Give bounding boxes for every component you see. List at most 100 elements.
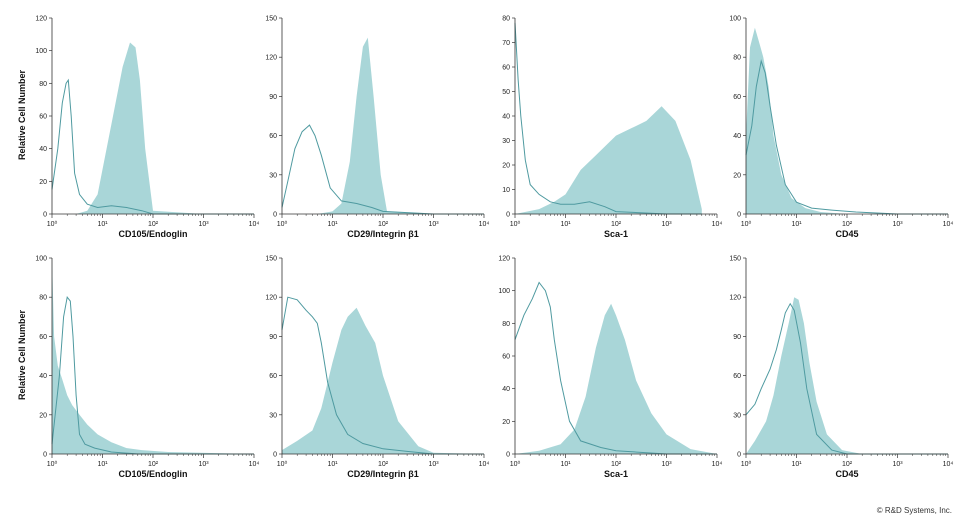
x-tick-label: 10² [148, 461, 159, 468]
y-tick-label: 30 [733, 412, 741, 419]
x-tick-label: 10³ [198, 461, 209, 468]
x-tick-label: 10² [148, 221, 159, 228]
y-tick-label: 0 [43, 212, 47, 219]
x-tick-label: 10⁰ [277, 460, 288, 468]
y-tick-label: 10 [502, 187, 510, 194]
x-tick-label: 10⁴ [479, 221, 490, 228]
y-tick-label: 30 [269, 172, 277, 179]
x-tick-label: 10⁰ [741, 220, 752, 228]
y-tick-label: 90 [269, 334, 277, 341]
sample-histogram-fill [746, 297, 948, 454]
x-tick-label: 10² [842, 461, 853, 468]
y-tick-label: 100 [498, 288, 510, 295]
y-tick-label: 40 [39, 146, 47, 153]
x-tick-label: 10² [378, 221, 389, 228]
control-histogram-line [51, 78, 254, 215]
x-tick-label: 10¹ [560, 221, 571, 228]
y-tick-label: 100 [35, 48, 47, 55]
x-tick-label: 10³ [661, 461, 672, 468]
y-tick-label: 100 [729, 16, 741, 23]
y-tick-label: 60 [502, 354, 510, 361]
x-tick-label: 10¹ [97, 461, 108, 468]
x-tick-label: 10¹ [791, 221, 802, 228]
control-histogram-line [51, 296, 254, 455]
x-axis-label: CD29/Integrin β1 [347, 229, 419, 239]
x-tick-label: 10⁰ [47, 460, 58, 468]
y-tick-label: 30 [502, 138, 510, 145]
y-tick-label: 80 [733, 55, 741, 62]
x-axis-label: CD45 [835, 229, 859, 239]
x-tick-label: 10² [611, 221, 622, 228]
y-tick-label: 60 [269, 133, 277, 140]
sample-histogram-fill [515, 303, 717, 454]
sample-histogram-fill [52, 258, 254, 454]
y-tick-label: 120 [265, 55, 277, 62]
control-histogram-line [514, 22, 702, 215]
y-tick-label: 0 [737, 452, 741, 459]
x-tick-label: 10⁰ [47, 220, 58, 228]
y-tick-label: 60 [39, 114, 47, 121]
y-tick-label: 50 [502, 89, 510, 96]
x-tick-label: 10³ [661, 221, 672, 228]
y-tick-label: 0 [273, 212, 277, 219]
y-tick-label: 60 [733, 373, 741, 380]
y-tick-label: 120 [265, 295, 277, 302]
y-tick-label: 80 [39, 81, 47, 88]
control-histogram-line [745, 302, 948, 455]
x-tick-label: 10¹ [560, 461, 571, 468]
y-tick-label: 120 [498, 256, 510, 263]
control-histogram-line [745, 59, 948, 215]
x-tick-label: 10¹ [97, 221, 108, 228]
y-tick-label: 120 [35, 16, 47, 23]
y-tick-label: 0 [506, 452, 510, 459]
sample-histogram-fill [746, 27, 948, 214]
x-tick-label: 10⁴ [943, 461, 954, 468]
y-tick-label: 80 [39, 295, 47, 302]
x-tick-label: 10⁴ [943, 221, 954, 228]
y-tick-label: 0 [43, 452, 47, 459]
y-tick-label: 20 [39, 412, 47, 419]
x-tick-label: 10⁴ [249, 221, 260, 228]
x-tick-label: 10⁴ [712, 221, 723, 228]
x-axis-label: CD105/Endoglin [118, 469, 188, 479]
y-tick-label: 40 [733, 133, 741, 140]
copyright-notice: © R&D Systems, Inc. [876, 506, 952, 515]
y-tick-label: 60 [502, 65, 510, 72]
x-tick-label: 10¹ [791, 461, 802, 468]
y-tick-label: 120 [729, 295, 741, 302]
x-tick-label: 10¹ [327, 221, 338, 228]
sample-histogram-fill [52, 42, 254, 214]
x-tick-label: 10¹ [327, 461, 338, 468]
x-axis-label: Sca-1 [603, 229, 629, 239]
x-axis-label: Sca-1 [603, 469, 629, 479]
y-tick-label: 60 [39, 334, 47, 341]
x-tick-label: 10⁰ [741, 460, 752, 468]
sample-histogram-fill [282, 307, 484, 454]
y-tick-label: 20 [733, 172, 741, 179]
y-tick-label: 0 [273, 452, 277, 459]
x-tick-label: 10⁰ [510, 220, 521, 228]
y-tick-label: 20 [502, 419, 510, 426]
x-axis-label: CD45 [835, 469, 859, 479]
sample-histogram-fill [515, 106, 702, 214]
control-histogram-line [514, 281, 717, 455]
x-axis-label: CD105/Endoglin [118, 229, 188, 239]
control-histogram-line [281, 296, 484, 455]
x-tick-label: 10⁴ [249, 461, 260, 468]
x-axis-label: CD29/Integrin β1 [347, 469, 419, 479]
x-tick-label: 10⁴ [479, 461, 490, 468]
y-tick-label: 0 [506, 212, 510, 219]
y-tick-label: 70 [502, 40, 510, 47]
y-tick-label: 0 [737, 212, 741, 219]
x-tick-label: 10³ [428, 221, 439, 228]
x-tick-label: 10³ [892, 461, 903, 468]
y-tick-label: 40 [502, 386, 510, 393]
y-tick-label: 40 [39, 373, 47, 380]
y-tick-label: 80 [502, 321, 510, 328]
x-tick-label: 10³ [892, 221, 903, 228]
